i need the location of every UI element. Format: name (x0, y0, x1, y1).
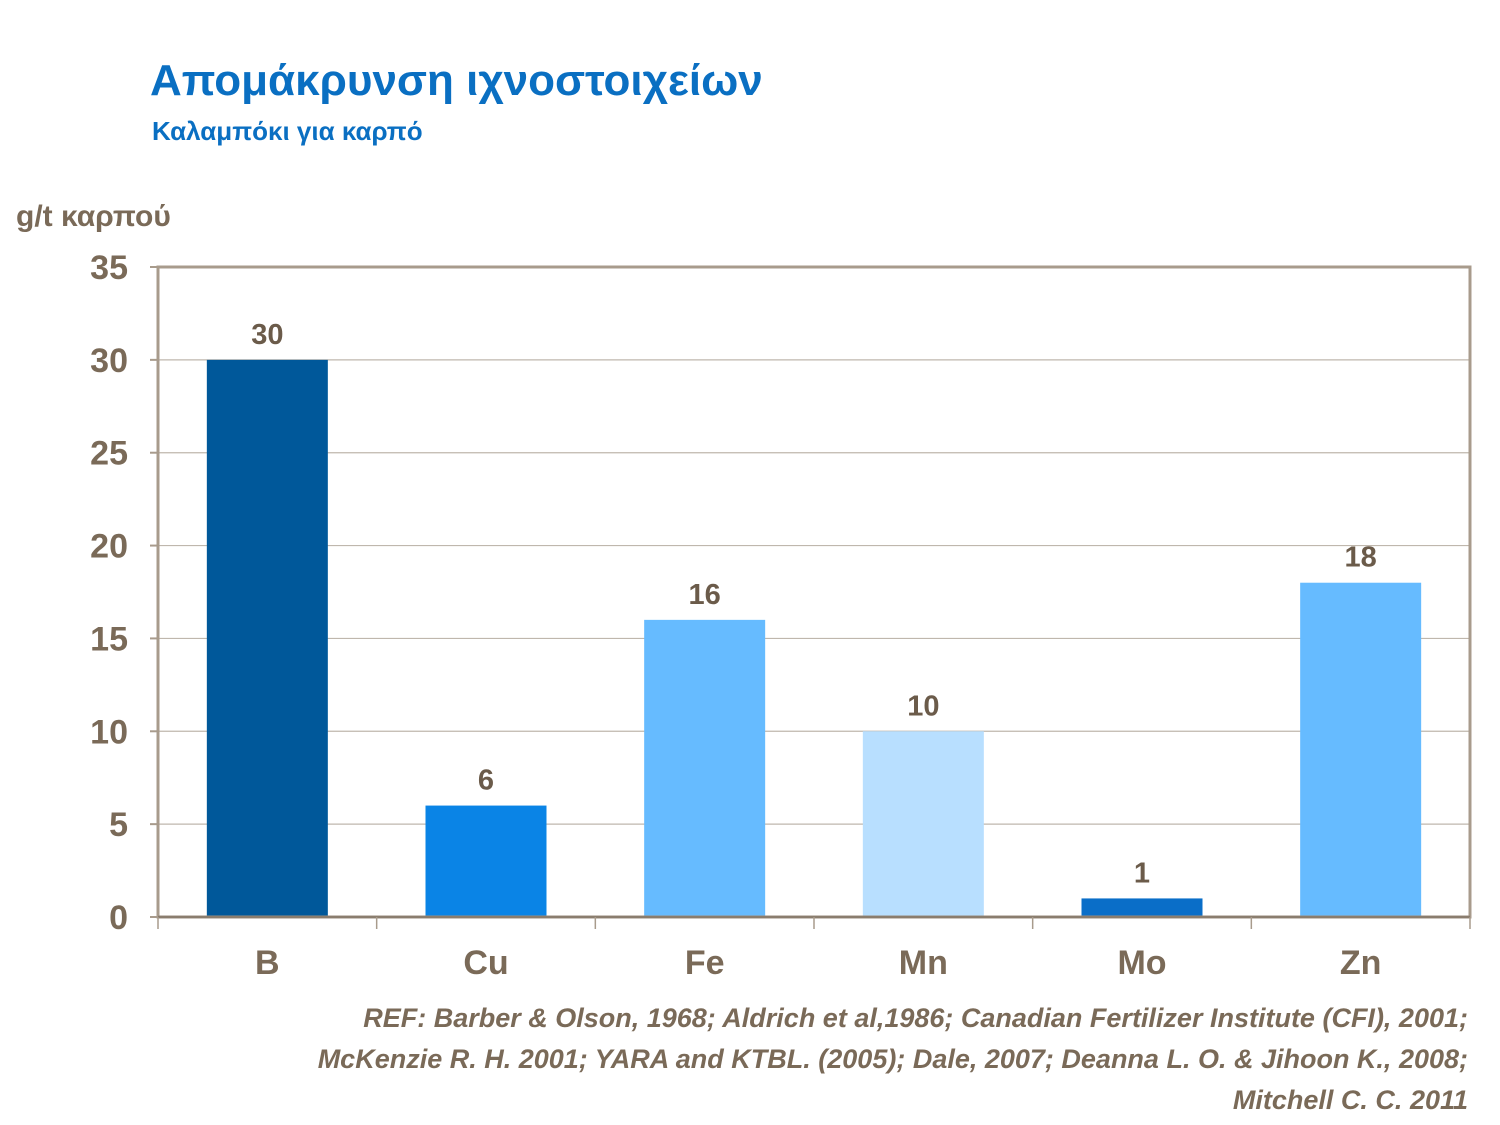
labels: 0 5 10 15 20 25 30 35 30 B 6 Cu 16 Fe 10 Mn 1 Mo 18 Zn (90, 249, 1381, 982)
x-tick-label-Cu: Cu (463, 944, 508, 982)
bar-Fe (644, 619, 766, 917)
plot-area-border (156, 265, 1472, 919)
bar-chart: 0 5 10 15 20 25 30 35 30 B 6 Cu 16 Fe 10 Mn 1 Mo 18 Zn (90, 249, 1472, 982)
axes (150, 265, 1472, 929)
bar-B (206, 359, 328, 917)
y-tick-label-15: 15 (90, 620, 128, 658)
data-label-Mo: 1 (1134, 857, 1150, 889)
chart-title: Απομάκρυνση ιχνοστοιχείων (150, 56, 763, 105)
y-tick-label-30: 30 (90, 342, 128, 380)
x-tick-label-Zn: Zn (1340, 944, 1382, 982)
y-tick-label-25: 25 (90, 435, 128, 473)
y-tick-label-35: 35 (90, 249, 128, 287)
grid-lines (158, 359, 1470, 825)
bar-Mn (862, 731, 984, 917)
data-label-Cu: 6 (478, 765, 494, 797)
x-tick-label-Mn: Mn (899, 944, 948, 982)
y-tick-label-10: 10 (90, 713, 128, 751)
data-label-Fe: 16 (689, 579, 721, 611)
y-tick-label-0: 0 (109, 899, 128, 937)
x-tick-label-Mo: Mo (1117, 944, 1166, 982)
data-label-Mn: 10 (907, 690, 939, 722)
data-label-Zn: 18 (1345, 542, 1377, 574)
x-tick-label-B: B (255, 944, 280, 982)
bar-Mo (1081, 898, 1203, 917)
bars (206, 359, 1422, 917)
y-tick-label-20: 20 (90, 528, 128, 566)
data-label-B: 30 (251, 319, 283, 351)
chart-subtitle: Καλαμπόκι για καρπό (152, 116, 423, 146)
y-tick-label-5: 5 (109, 806, 128, 844)
bar-Zn (1300, 582, 1422, 917)
bar-Cu (425, 805, 547, 917)
reference-note: REF: Barber & Olson, 1968; Aldrich et al… (317, 1003, 1468, 1115)
x-tick-label-Fe: Fe (685, 944, 725, 982)
y-axis-label: g/t καρπού (16, 200, 171, 233)
